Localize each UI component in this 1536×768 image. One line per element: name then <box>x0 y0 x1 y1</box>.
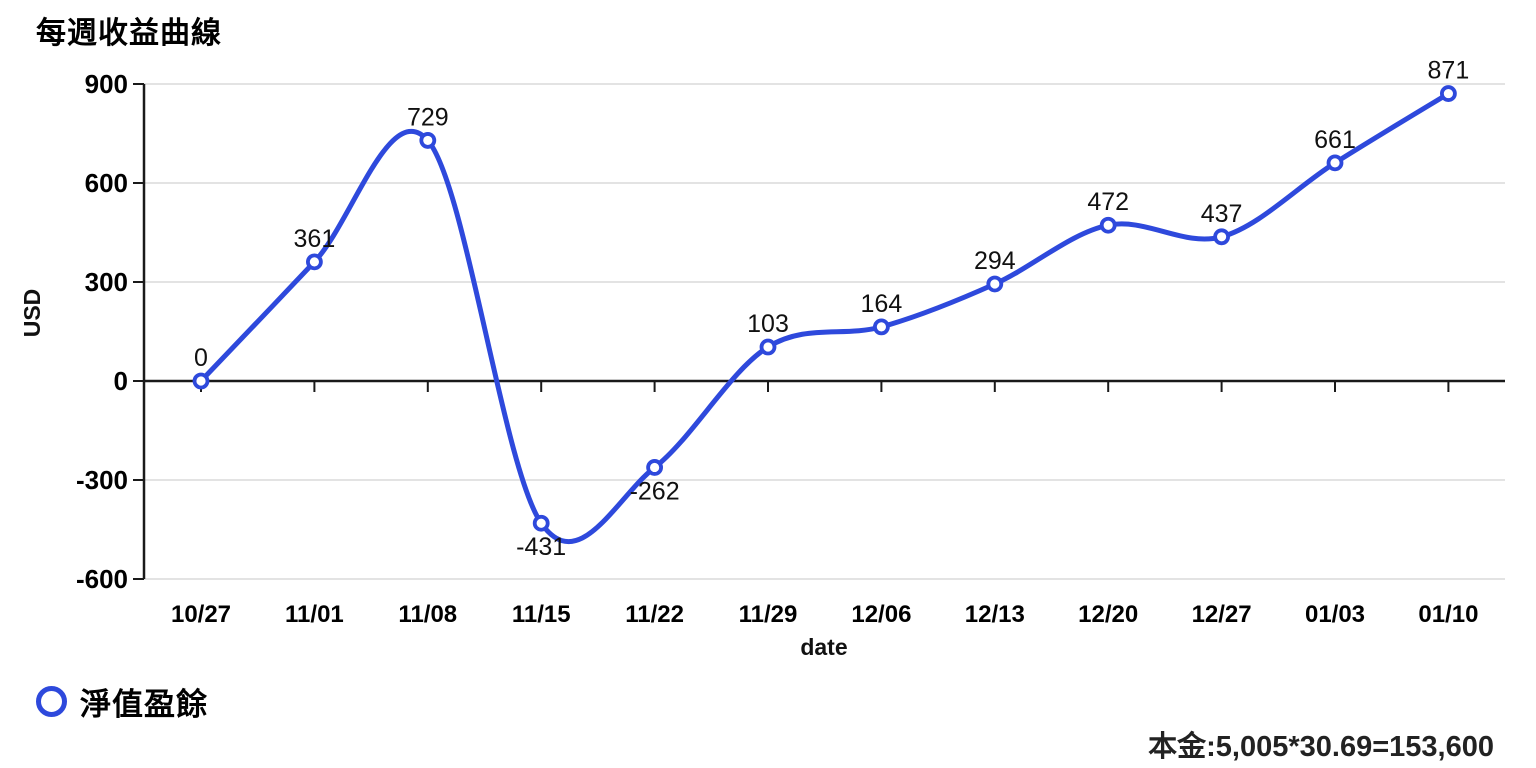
data-point-marker[interactable] <box>419 132 437 149</box>
data-point-label: 871 <box>1428 57 1470 85</box>
x-tick-label: 12/27 <box>1192 601 1252 628</box>
x-tick-label: 11/01 <box>285 601 344 628</box>
principal-footnote: 本金:5,005*30.69=153,600 <box>1148 731 1494 763</box>
data-point-marker[interactable] <box>192 372 210 390</box>
data-point-label: 437 <box>1201 200 1243 228</box>
x-tick-label: 01/10 <box>1418 601 1478 628</box>
data-point-marker[interactable] <box>1440 85 1457 102</box>
x-tick-label: 11/15 <box>512 601 571 628</box>
x-tick-label: 12/13 <box>965 601 1025 628</box>
data-point-label: 361 <box>294 225 336 253</box>
y-tick-label: -300 <box>76 465 128 495</box>
y-tick-label: -600 <box>76 564 128 594</box>
data-point-label: 661 <box>1314 126 1356 154</box>
data-point-label: 0 <box>194 344 208 372</box>
data-point-marker[interactable] <box>873 318 890 336</box>
data-point-marker[interactable] <box>1326 154 1344 172</box>
x-tick-label: 01/03 <box>1305 601 1365 628</box>
data-point-label: 164 <box>861 290 903 318</box>
data-point-marker[interactable] <box>646 459 663 476</box>
series-line <box>198 91 1451 544</box>
x-tick-label: 10/27 <box>171 601 231 628</box>
data-point-marker[interactable] <box>759 338 777 356</box>
data-point-marker[interactable] <box>1099 216 1117 234</box>
data-point-label: 472 <box>1087 188 1129 216</box>
y-axis-title: USD <box>19 289 45 338</box>
data-point-label: 729 <box>407 103 449 131</box>
x-axis-title: date <box>800 634 847 660</box>
y-tick-label: 900 <box>85 69 128 99</box>
data-point-marker[interactable] <box>532 514 550 532</box>
x-tick-label: 11/08 <box>398 601 457 628</box>
data-point-label: 103 <box>747 310 789 338</box>
data-point-label: 294 <box>974 247 1016 275</box>
data-point-marker[interactable] <box>986 275 1004 293</box>
legend-open-circle-icon <box>36 686 67 717</box>
data-point-marker[interactable] <box>1213 228 1230 246</box>
data-point-label: -262 <box>630 477 680 505</box>
x-tick-label: 12/20 <box>1078 601 1138 628</box>
x-tick-label: 11/22 <box>625 601 684 628</box>
legend-item-series[interactable]: 淨值盈餘 <box>36 679 208 724</box>
x-tick-label: 12/06 <box>851 601 911 628</box>
y-tick-label: 300 <box>85 267 128 297</box>
y-tick-label: 600 <box>85 168 128 198</box>
chart-title: 每週收益曲線 <box>36 17 222 50</box>
y-tick-label: 0 <box>114 366 128 396</box>
data-point-label: -431 <box>516 533 566 561</box>
x-tick-label: 11/29 <box>739 601 798 628</box>
legend-series-label: 淨值盈餘 <box>80 687 208 722</box>
data-point-marker[interactable] <box>305 253 323 271</box>
